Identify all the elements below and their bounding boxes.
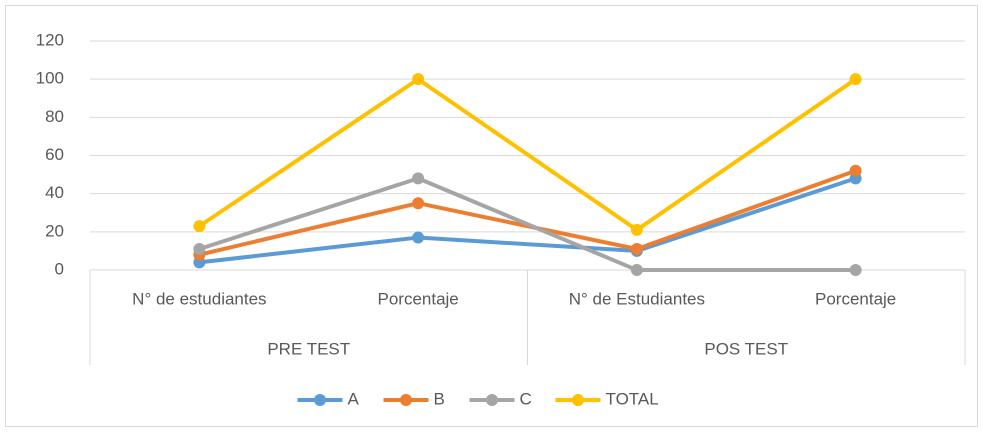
y-tick-label: 60 — [45, 145, 64, 164]
line — [198, 176, 856, 272]
y-tick-label: 100 — [36, 69, 64, 88]
group-label: PRE TEST — [267, 339, 350, 358]
legend-marker — [486, 394, 498, 406]
marker — [630, 243, 643, 256]
marker — [849, 164, 862, 177]
x-tick-label: Porcentaje — [377, 289, 458, 308]
line — [199, 176, 857, 265]
line — [198, 77, 857, 232]
legend-marker — [314, 394, 326, 406]
y-tick-label: 20 — [45, 221, 64, 240]
marker — [412, 73, 425, 86]
marker — [193, 243, 206, 256]
legend-marker — [400, 394, 412, 406]
legend-label: A — [348, 389, 360, 408]
legend-label: B — [434, 389, 445, 408]
x-tick-label: N° de estudiantes — [132, 289, 266, 308]
chart-border — [5, 5, 978, 427]
group-label: POS TEST — [704, 339, 788, 358]
marker — [630, 223, 643, 236]
x-tick-label: Porcentaje — [815, 289, 896, 308]
y-tick-label: 120 — [36, 30, 64, 49]
marker — [193, 220, 206, 233]
marker — [412, 197, 425, 210]
marker — [849, 264, 862, 276]
y-tick-label: 80 — [45, 107, 64, 126]
y-tick-label: 40 — [45, 183, 64, 202]
marker — [630, 264, 643, 276]
marker — [412, 231, 425, 244]
legend-label: TOTAL — [606, 389, 659, 408]
y-tick-label: 0 — [55, 259, 64, 278]
legend-marker — [572, 394, 584, 406]
marker — [412, 172, 425, 185]
x-tick-label: N° de Estudiantes — [569, 289, 705, 308]
marker — [849, 73, 862, 86]
legend-label: C — [520, 389, 532, 408]
